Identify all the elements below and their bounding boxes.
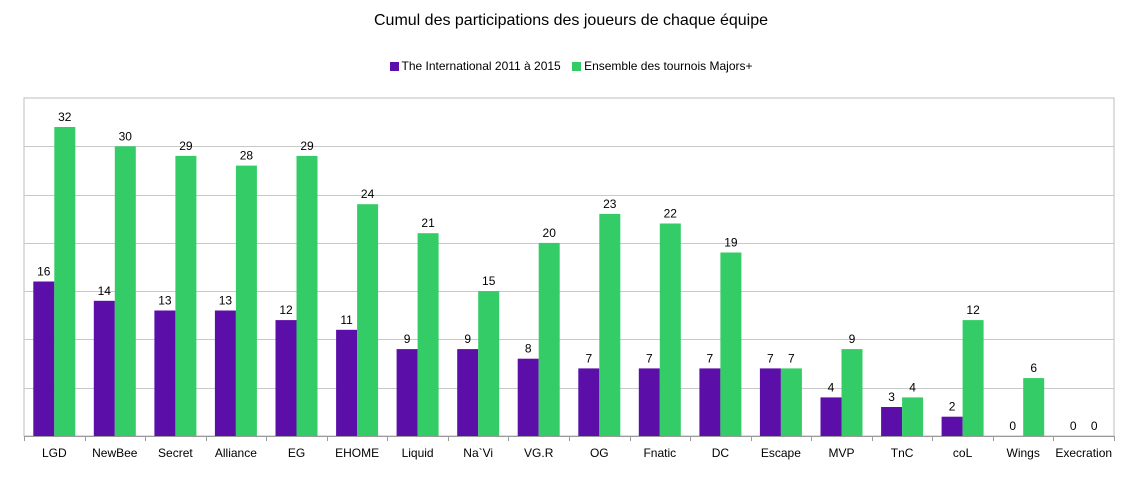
bar [54,127,76,436]
bar [214,310,236,436]
legend-item-majors: Ensemble des tournois Majors+ [572,59,753,73]
data-label: 6 [1030,361,1037,375]
x-tick-label: NewBee [92,446,138,460]
bar [881,407,903,436]
legend-label-ti: The International 2011 à 2015 [401,59,561,73]
x-tick-label: Execration [1055,446,1112,460]
bar [578,368,600,436]
data-label: 30 [119,129,133,143]
bar [275,320,297,436]
data-label: 0 [1009,419,1016,433]
data-label: 4 [828,380,835,394]
bar [599,213,621,436]
data-label: 28 [240,149,254,163]
x-tick-label: Wings [1007,446,1040,460]
data-label: 4 [909,380,916,394]
data-label: 9 [849,332,856,346]
bar [659,223,681,436]
legend: The International 2011 à 2015 Ensemble d… [0,59,1142,73]
bar [336,329,358,436]
legend-swatch-majors [572,62,582,71]
bar [902,397,924,436]
bar [720,252,742,436]
chart-title: Cumul des participations des joueurs de … [373,12,769,29]
data-label: 13 [158,294,172,308]
x-tick-label: VG.R [524,446,554,460]
x-tick-label: Secret [158,446,193,460]
data-label: 3 [888,390,895,404]
legend-swatch-ti [389,62,399,71]
data-label: 2 [949,400,956,414]
bar [478,291,500,436]
x-tick-label: Escape [761,446,801,460]
data-label: 9 [464,332,471,346]
data-label: 19 [724,236,738,250]
bar [154,310,176,436]
x-tick-label: MVP [828,446,854,460]
x-tick-label: EHOME [335,446,379,460]
data-label: 0 [1070,419,1077,433]
bar [962,320,984,436]
x-tick-label: Fnatic [643,446,676,460]
x-tick-label: Alliance [215,446,257,460]
data-label: 24 [361,187,375,201]
legend-label-majors: Ensemble des tournois Majors+ [584,59,753,73]
bar [841,349,863,436]
bar [296,155,318,436]
data-label: 22 [664,207,678,221]
bar [638,368,660,436]
x-tick-label: DC [712,446,730,460]
bar [114,146,136,437]
data-label: 23 [603,197,617,211]
bar [941,416,963,436]
x-tick-label: OG [590,446,609,460]
bar [759,368,781,436]
bar [175,155,197,436]
data-label: 7 [767,351,774,365]
data-label: 7 [585,351,592,365]
bar [417,233,439,436]
x-tick-label: coL [953,446,973,460]
bar [33,281,55,436]
x-tick-label: TnC [891,446,914,460]
data-label: 29 [300,139,314,153]
data-label: 11 [340,313,353,327]
bar [457,349,479,436]
data-label: 9 [404,332,411,346]
bar [396,349,418,436]
data-label: 16 [37,265,51,279]
x-tick-label: EG [288,446,305,460]
bar [699,368,721,436]
data-label: 21 [421,216,435,230]
data-label: 7 [788,351,795,365]
data-label: 7 [707,351,714,365]
bar [93,300,115,436]
data-label: 15 [482,274,496,288]
bar [235,165,257,436]
data-label: 12 [966,303,980,317]
data-label: 13 [219,294,233,308]
bar [357,204,379,436]
x-tick-label: Liquid [402,446,434,460]
data-label: 8 [525,342,532,356]
data-label: 0 [1091,419,1098,433]
bar [1023,378,1045,436]
legend-item-ti: The International 2011 à 2015 [389,59,561,73]
data-label: 7 [646,351,653,365]
bar [780,368,802,436]
bar [820,397,842,436]
data-label: 12 [279,303,293,317]
data-label: 14 [98,284,112,298]
x-tick-label: LGD [42,446,67,460]
x-tick-label: Na`Vi [463,446,493,460]
bar [517,358,539,436]
data-label: 29 [179,139,193,153]
data-label: 32 [58,110,72,124]
data-label: 20 [543,226,557,240]
bar [538,242,560,436]
